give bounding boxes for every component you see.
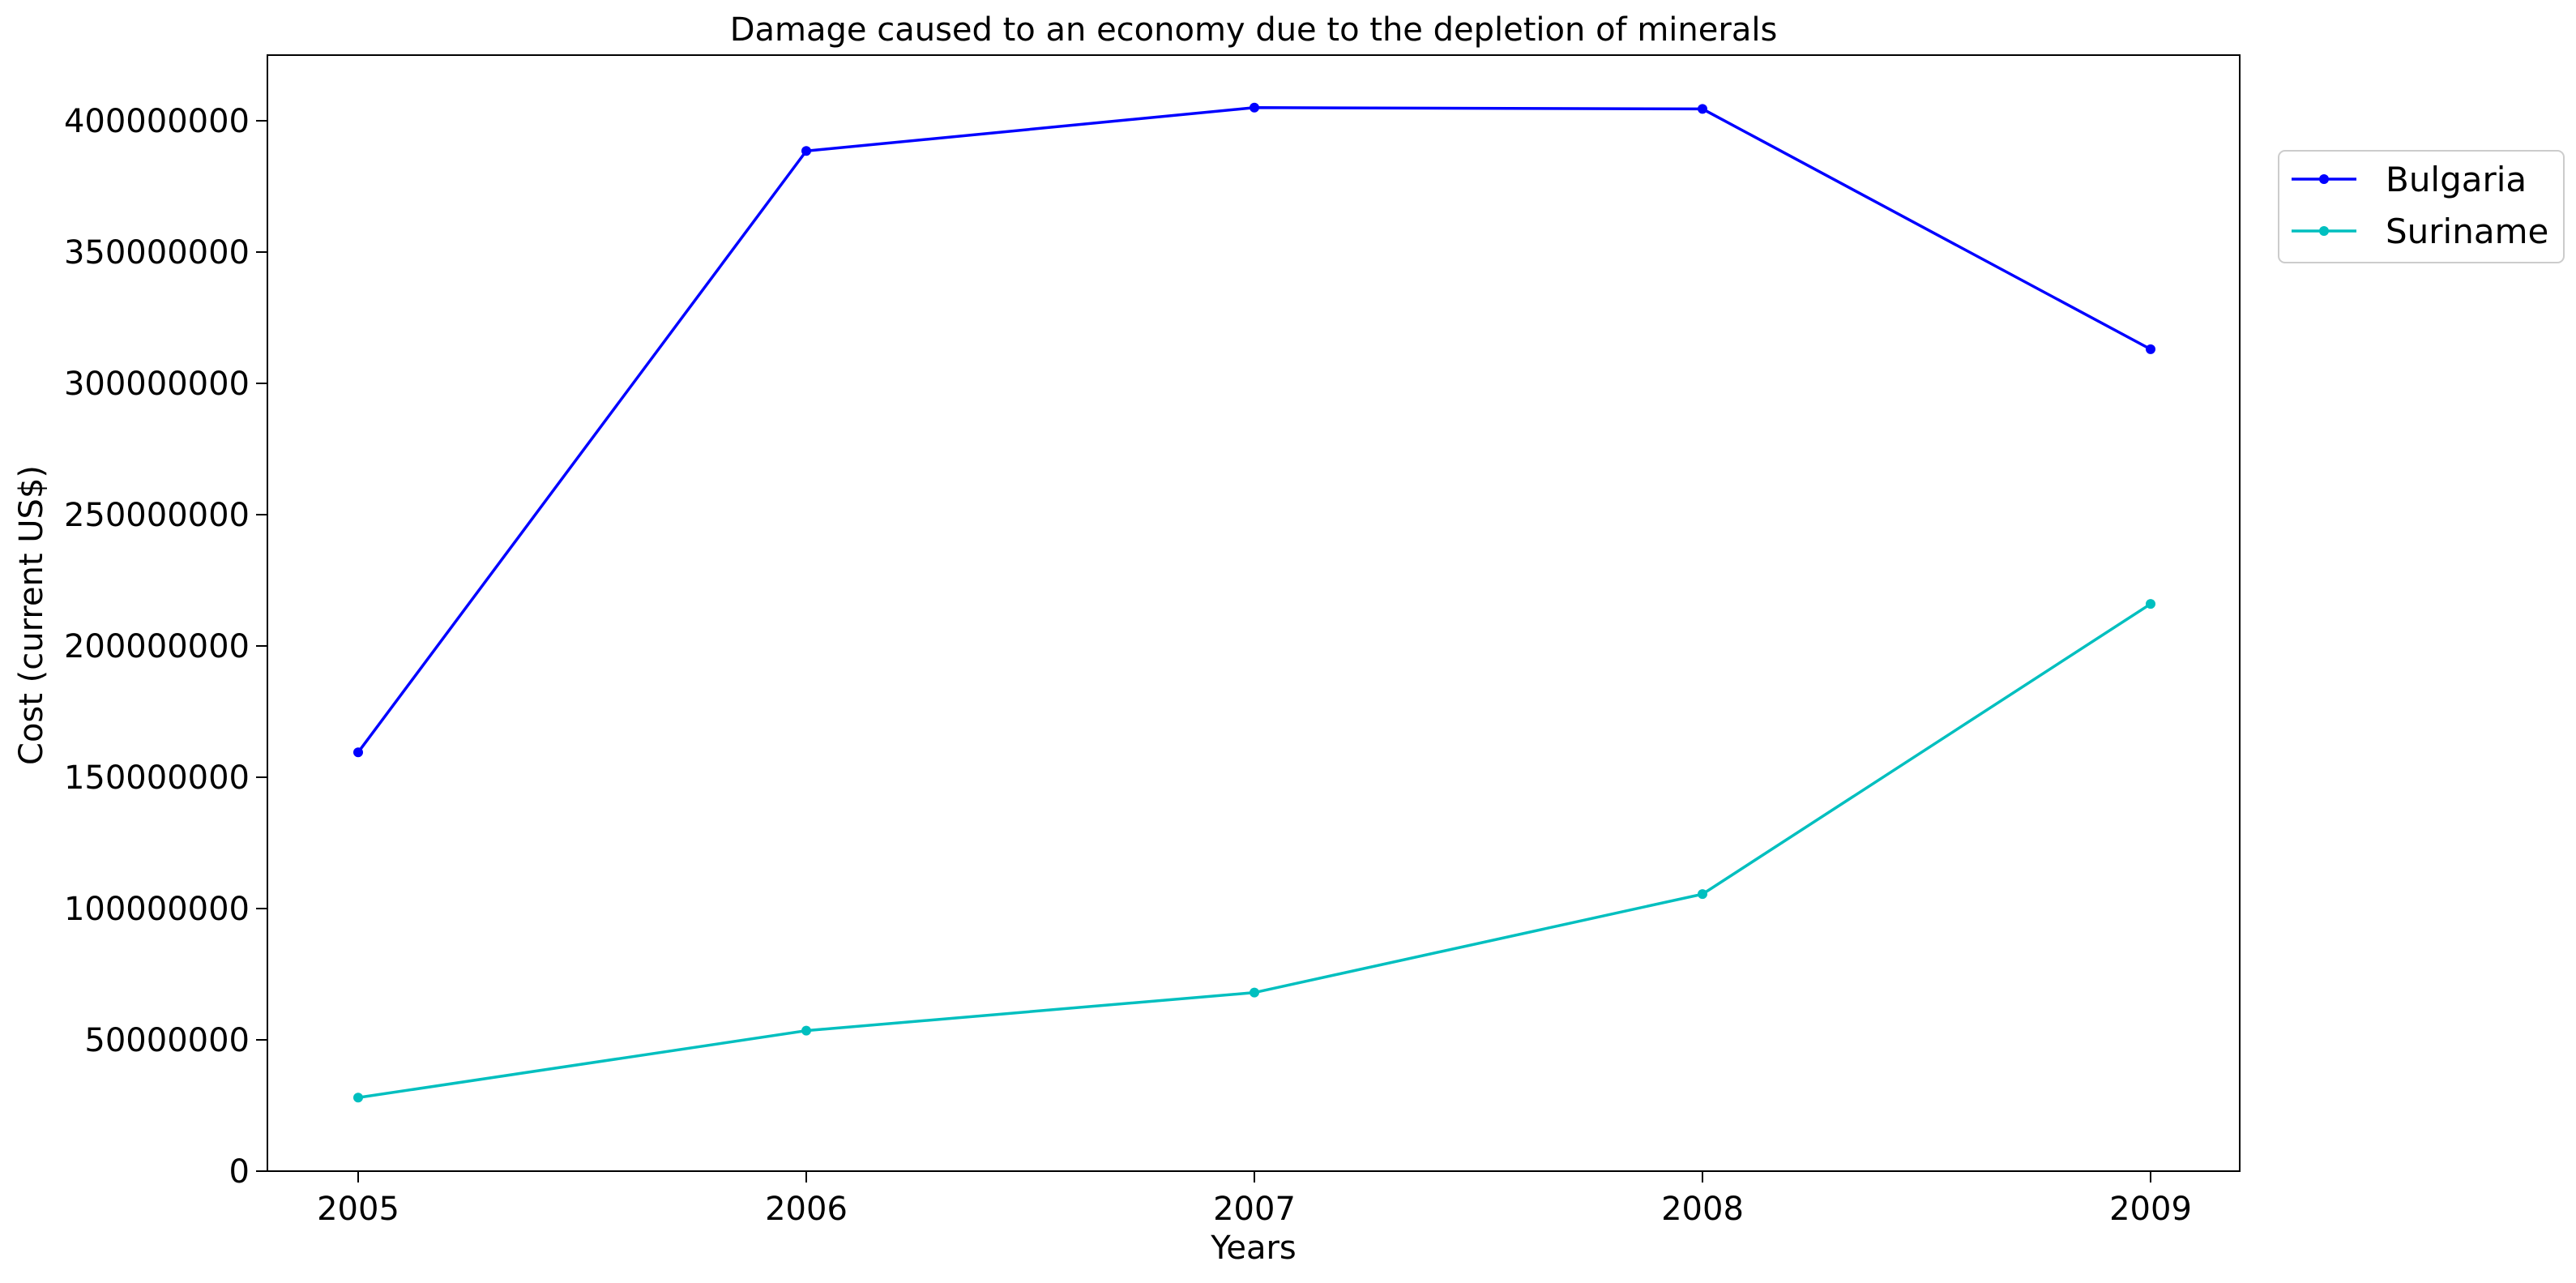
plot-frame bbox=[267, 54, 2241, 1172]
legend-label-bulgaria: Bulgaria bbox=[2386, 160, 2527, 199]
y-tick-label: 150000000 bbox=[64, 759, 250, 797]
legend-marker-suriname bbox=[2319, 226, 2329, 236]
legend: Bulgaria Suriname bbox=[2278, 150, 2565, 263]
y-tick-label: 200000000 bbox=[64, 628, 250, 665]
x-tick-label: 2007 bbox=[1213, 1191, 1296, 1228]
data-point-suriname bbox=[1250, 987, 1259, 998]
plot-area: 0 50000000 100000000 150000000 200000000 2500… bbox=[64, 54, 2241, 1228]
data-point-bulgaria bbox=[1698, 104, 1707, 114]
data-point-suriname bbox=[353, 1093, 363, 1103]
data-point-suriname bbox=[2146, 599, 2155, 609]
x-axis-label: Years bbox=[1210, 1230, 1297, 1267]
y-tick-label: 350000000 bbox=[64, 234, 250, 272]
data-point-bulgaria bbox=[2146, 344, 2155, 354]
y-axis-label: Cost (current US$) bbox=[13, 465, 50, 765]
series-line-suriname bbox=[357, 602, 2151, 1100]
data-point-bulgaria bbox=[1250, 102, 1259, 113]
y-tick-label: 50000000 bbox=[84, 1022, 250, 1059]
y-tick-label: 250000000 bbox=[64, 497, 250, 534]
chart-title: Damage caused to an economy due to the d… bbox=[730, 11, 1778, 49]
legend-marker-bulgaria bbox=[2319, 174, 2329, 184]
x-tick-label: 2006 bbox=[765, 1191, 848, 1228]
y-tick-label: 400000000 bbox=[64, 103, 250, 140]
y-tick-label: 0 bbox=[229, 1153, 250, 1191]
y-tick-label: 300000000 bbox=[64, 366, 250, 403]
data-point-suriname bbox=[1698, 889, 1707, 900]
legend-label-suriname: Suriname bbox=[2386, 212, 2548, 251]
x-tick-label: 2009 bbox=[2109, 1191, 2192, 1228]
y-tick-label: 100000000 bbox=[64, 891, 250, 928]
data-point-bulgaria bbox=[353, 747, 363, 758]
data-point-bulgaria bbox=[801, 146, 811, 156]
x-tick-label: 2008 bbox=[1661, 1191, 1744, 1228]
series-line-bulgaria bbox=[357, 106, 2151, 754]
x-tick-label: 2005 bbox=[317, 1191, 399, 1228]
data-point-suriname bbox=[801, 1025, 811, 1036]
